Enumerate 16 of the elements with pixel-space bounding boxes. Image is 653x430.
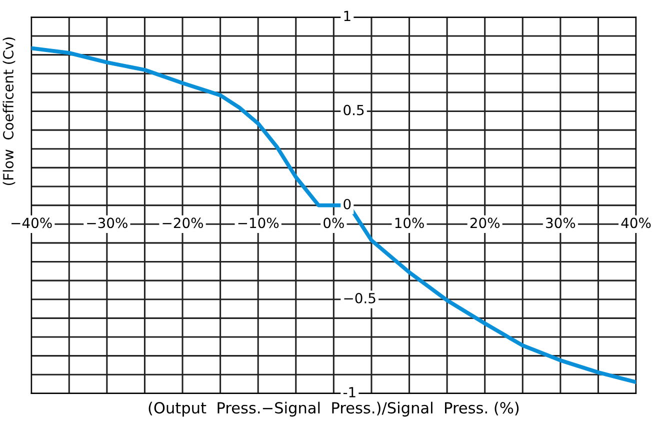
y-tick-label: 1 — [344, 10, 350, 22]
x-tick-label: −40% — [12, 218, 52, 228]
y-tick-label: 0 — [344, 198, 351, 210]
y-tick-label: −0.5 — [344, 292, 376, 304]
y-tick-label: 0.5 — [344, 104, 364, 116]
x-tick-label: 10% — [395, 218, 424, 228]
y-tick-label: -1 — [343, 387, 356, 398]
x-tick-label: −20% — [162, 218, 203, 228]
x-tick-label: 0% — [324, 218, 344, 228]
x-tick-label: 40% — [621, 218, 651, 228]
x-tick-label: 20% — [470, 218, 500, 228]
x-tick-label: −30% — [87, 218, 128, 228]
x-tick-label: −10% — [238, 218, 279, 228]
x-axis-title: (Output Press.−Signal Press.)/Signal Press. (%) — [148, 402, 519, 417]
y-axis-title: (Flow Coefficent (Cv) — [2, 37, 16, 186]
x-tick-label: 30% — [546, 218, 576, 228]
